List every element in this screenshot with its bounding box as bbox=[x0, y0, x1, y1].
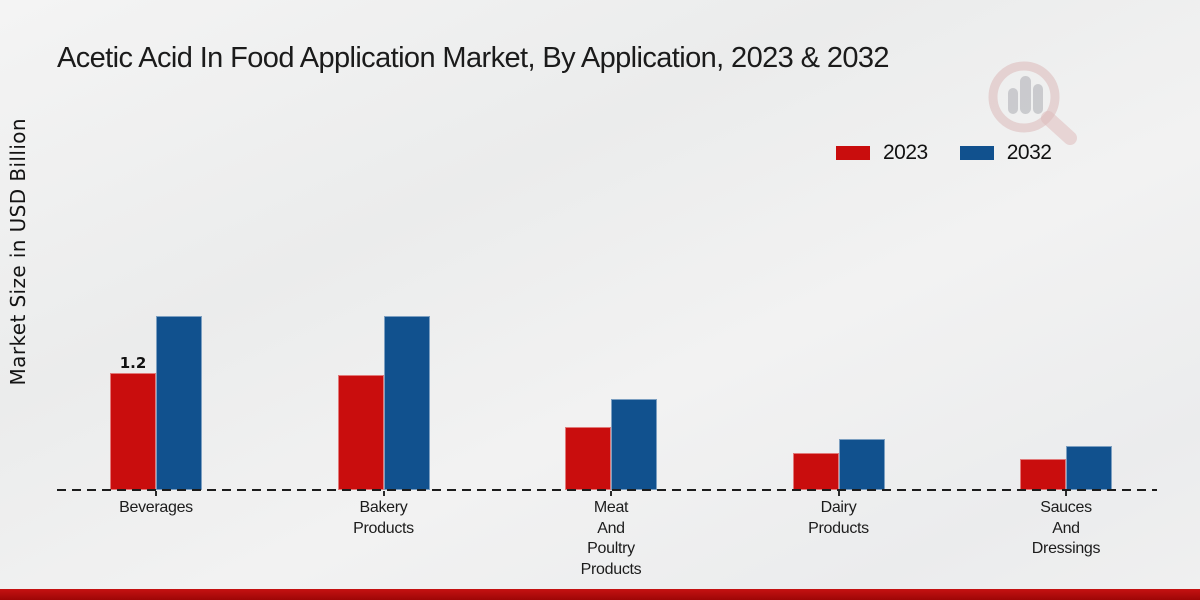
bar-2023-dairy bbox=[792, 453, 839, 490]
legend-swatch-2032 bbox=[959, 146, 994, 160]
legend: 2023 2032 bbox=[836, 141, 1052, 165]
bar-2032-sauces bbox=[1066, 446, 1112, 490]
legend-item-2032: 2032 bbox=[959, 141, 1052, 165]
bar-2032-meat bbox=[611, 399, 657, 490]
bar-2032-bakery bbox=[383, 316, 430, 490]
bar-value-label: 1.2 bbox=[119, 354, 147, 372]
x-axis-dashed-baseline bbox=[57, 489, 1157, 491]
bar-group-beverages bbox=[110, 316, 202, 490]
bar-2032-dairy bbox=[838, 439, 885, 490]
category-label-meat: Meat And Poultry Products bbox=[580, 499, 642, 578]
x-axis-tick bbox=[837, 491, 840, 496]
x-axis-tick bbox=[610, 491, 612, 496]
bar-group-dairy bbox=[792, 439, 885, 490]
legend-label-2032: 2032 bbox=[1006, 141, 1052, 164]
x-axis-tick bbox=[155, 491, 157, 496]
bar-2023-beverages bbox=[110, 373, 156, 490]
bar-2032-beverages bbox=[156, 316, 202, 490]
category-label-sauces: Sauces And Dressings bbox=[1031, 499, 1101, 557]
category-label-beverages: Beverages bbox=[119, 499, 193, 516]
bar-group-bakery bbox=[337, 316, 430, 490]
bar-2023-meat bbox=[565, 427, 611, 490]
category-label-bakery: Bakery Products bbox=[353, 499, 414, 537]
bar-2023-bakery bbox=[337, 375, 384, 490]
legend-item-2023: 2023 bbox=[836, 141, 928, 165]
legend-swatch-2023 bbox=[836, 146, 870, 160]
legend-label-2023: 2023 bbox=[883, 141, 928, 164]
bar-group-meat bbox=[565, 399, 657, 490]
chart-title: Acetic Acid In Food Application Market, … bbox=[57, 42, 890, 74]
bar-group-sauces bbox=[1020, 446, 1112, 490]
bar-2023-sauces bbox=[1020, 459, 1066, 490]
magnifier-bar-chart-logo-icon bbox=[988, 61, 1077, 145]
category-label-dairy: Dairy Products bbox=[808, 499, 869, 537]
x-axis-tick bbox=[382, 491, 385, 496]
x-axis-tick bbox=[1065, 491, 1067, 496]
bottom-red-strip bbox=[0, 589, 1200, 600]
